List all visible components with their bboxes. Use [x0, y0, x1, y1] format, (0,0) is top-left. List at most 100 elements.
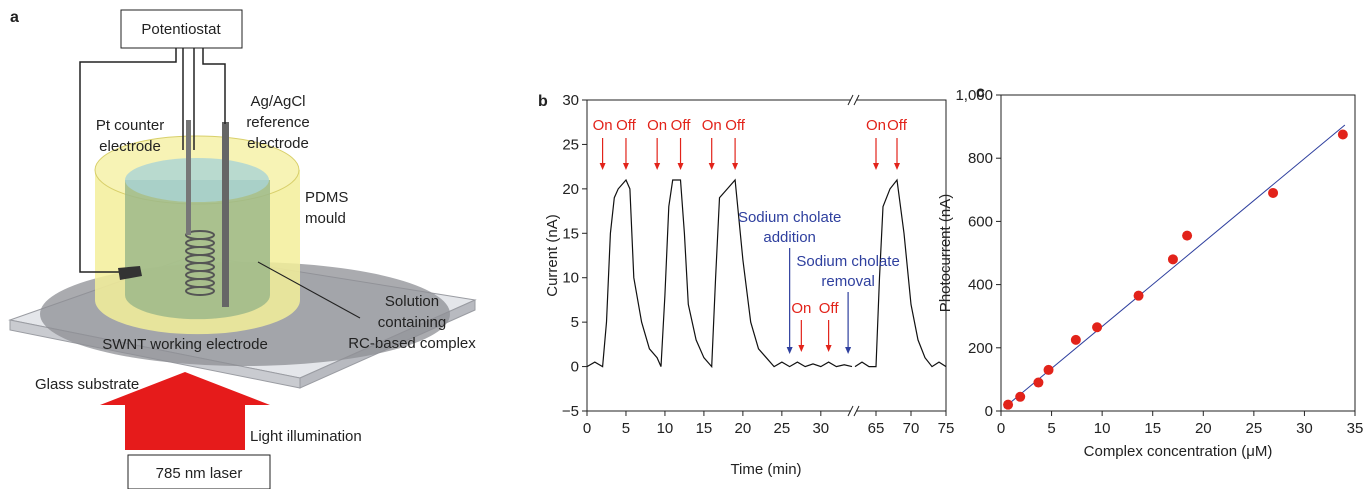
data-point [1167, 254, 1178, 265]
solution-top [125, 158, 269, 202]
x-tick-label: 35 [1347, 420, 1364, 437]
diagram-label: Solution [385, 293, 439, 310]
data-point [1092, 322, 1103, 333]
y-tick-label: −5 [562, 403, 579, 420]
y-tick-label: 20 [562, 181, 579, 198]
y-tick-label: 5 [571, 314, 579, 331]
laser-box [127, 454, 271, 490]
y-tick-label: 10 [562, 270, 579, 287]
data-point [1268, 187, 1279, 198]
y-tick-label: 0 [571, 359, 579, 376]
switch-arrow-head [825, 345, 832, 352]
x-tick-label: 10 [657, 420, 674, 437]
y-tick-label: 200 [968, 340, 993, 357]
fit-line [1003, 124, 1346, 409]
data-point [1337, 129, 1348, 140]
x-tick-label: 10 [1094, 420, 1111, 437]
y-axis-label: Photocurrent (nA) [937, 194, 954, 312]
switch-label: Off [887, 117, 908, 134]
diagram-label: PDMS [305, 189, 348, 206]
data-point [1015, 391, 1026, 402]
y-tick-label: 15 [562, 225, 579, 242]
panel-label: b [538, 93, 548, 110]
y-tick-label: 30 [562, 92, 579, 109]
switch-label: On [593, 117, 613, 134]
diagram-label: reference [246, 114, 309, 131]
x-tick-label: 20 [735, 420, 752, 437]
data-point [1033, 377, 1044, 388]
panel-label: a [10, 9, 19, 26]
data-point [1182, 230, 1193, 241]
y-tick-label: 1,000 [955, 87, 993, 104]
switch-arrow-head [873, 163, 879, 170]
diagram-label: SWNT working electrode [102, 336, 268, 353]
x-tick-label: 25 [1246, 420, 1263, 437]
pt-rod [186, 120, 191, 235]
potentiostat-label: Potentiostat [141, 21, 221, 38]
switch-label: Off [725, 117, 746, 134]
x-tick-label: 5 [1047, 420, 1055, 437]
y-tick-label: 25 [562, 136, 579, 153]
switch-arrow-head [654, 163, 661, 170]
diagram-label: Glass substrate [35, 376, 139, 393]
switch-arrow-head [894, 163, 900, 170]
x-axis-label: Complex concentration (μM) [1084, 443, 1273, 460]
switch-arrow-head [622, 163, 629, 170]
potentiostat-box [120, 9, 243, 49]
axis-break [847, 94, 854, 106]
axis-break [853, 94, 860, 106]
light-arrow [100, 372, 270, 450]
switch-label: Off [671, 117, 692, 134]
pt-coil [185, 230, 215, 296]
x-axis-label: Time (min) [730, 461, 801, 478]
x-tick-label: 0 [997, 420, 1005, 437]
cholate-arrow-head [786, 347, 793, 354]
x-tick-label: 5 [622, 420, 630, 437]
x-tick-label: 30 [812, 420, 829, 437]
x-tick-label: 70 [903, 420, 920, 437]
switch-label: On [866, 117, 886, 134]
x-tick-label: 75 [938, 420, 955, 437]
switch-label: On [702, 117, 722, 134]
x-tick-label: 0 [583, 420, 591, 437]
switch-label: Off [819, 300, 840, 317]
x-tick-label: 15 [696, 420, 713, 437]
y-axis-label: Current (nA) [544, 214, 561, 297]
contact-pad [118, 266, 142, 280]
switch-arrow-head [708, 163, 715, 170]
diagram-label: containing [378, 314, 446, 331]
diagram-label: Ag/AgCl [250, 93, 305, 110]
pointer-line [257, 261, 361, 319]
switch-label: On [791, 300, 811, 317]
axis-break [847, 405, 854, 417]
solution [125, 180, 270, 320]
plot-frame [586, 99, 947, 412]
cholate-label: removal [821, 273, 874, 290]
plot-frame [1000, 94, 1356, 412]
switch-arrow-head [677, 163, 684, 170]
cholate-label: Sodium cholate [796, 253, 899, 270]
switch-arrow-head [599, 163, 606, 170]
reference-rod [222, 122, 229, 307]
wires [79, 48, 226, 273]
switch-arrow-head [732, 163, 739, 170]
diagram-label: 785 nm laser [156, 465, 243, 482]
switch-arrow-head [798, 345, 805, 352]
switch-label: Off [616, 117, 637, 134]
axis-break-gap [851, 407, 856, 415]
x-tick-label: 25 [774, 420, 791, 437]
diagram-label: electrode [99, 138, 161, 155]
data-point [1070, 334, 1081, 345]
cholate-arrow-head [845, 347, 852, 354]
y-tick-label: 800 [968, 150, 993, 167]
diagram-label: RC-based complex [348, 335, 476, 352]
cholate-label: addition [763, 229, 816, 246]
data-point [1133, 290, 1144, 301]
axis-break-gap [851, 96, 856, 104]
chart-c: c 0 200 400 600 800 1,000 0 5 10 15 20 25 30 35 Complex… [937, 84, 1363, 460]
panel-label: c [976, 84, 985, 101]
y-tick-label: 400 [968, 277, 993, 294]
